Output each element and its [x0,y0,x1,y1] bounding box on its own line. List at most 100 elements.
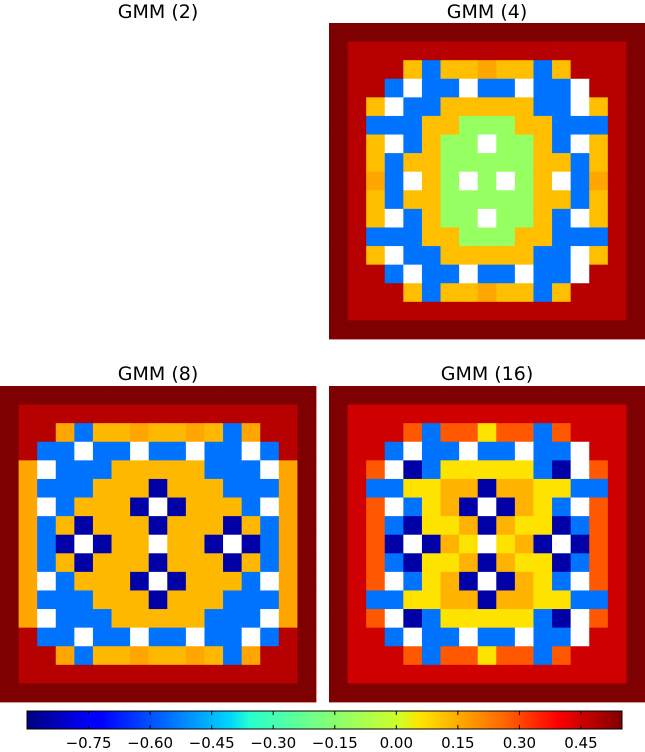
heatmap-cell [223,208,243,228]
heatmap-cell [570,497,590,517]
heatmap-cell [347,627,367,647]
heatmap-cell [223,441,243,461]
heatmap-cell [496,190,516,210]
heatmap-cell [496,23,516,42]
heatmap-cell [514,683,534,703]
heatmap-cell [111,78,131,98]
heatmap-cell [260,478,280,498]
heatmap-cell [223,646,243,666]
heatmap-cell [421,208,441,228]
heatmap-cell [421,190,441,210]
heatmap-cell [55,264,75,284]
heatmap-cell [55,478,75,498]
heatmap-cell [403,460,423,480]
heatmap-cell [185,646,205,666]
heatmap-cell [459,571,479,591]
heatmap-cell [278,478,298,498]
heatmap-cell [167,553,187,573]
heatmap-cell [74,516,94,536]
colorbar-tick-label: 0.15 [441,734,474,752]
heatmap-cell [185,301,205,321]
heatmap-cell [589,478,609,498]
heatmap-cell [626,683,645,703]
heatmap-cell [167,627,187,647]
heatmap-cell [366,301,386,321]
heatmap-cell [74,683,94,703]
heatmap-cell [440,571,460,591]
heatmap-cell [297,320,317,340]
heatmap-cell [626,134,645,154]
heatmap-cell [366,190,386,210]
heatmap-cell [514,553,534,573]
heatmap-cell [223,60,243,80]
heatmap-cell [130,60,150,80]
heatmap-cell [403,190,423,210]
heatmap-cell [0,609,19,629]
heatmap-cell [260,683,280,703]
heatmap-cell [18,534,38,554]
heatmap-cell [421,683,441,703]
heatmap-cell [496,320,516,340]
heatmap-cell [260,534,280,554]
heatmap-cell [18,78,38,98]
heatmap-cell [570,23,590,42]
heatmap-cell [329,534,348,554]
heatmap-cell [384,609,404,629]
heatmap-cell [92,423,112,443]
heatmap-cell [130,283,150,303]
heatmap-cell [384,153,404,173]
heatmap-cell [204,153,224,173]
heatmap-cell [477,683,497,703]
heatmap-cell [167,441,187,461]
heatmap-cell [440,115,460,135]
heatmap-cell [496,664,516,684]
heatmap-cell [589,460,609,480]
heatmap-cell [421,171,441,191]
heatmap-cell [297,190,317,210]
heatmap-cell [241,460,261,480]
heatmap-cell [459,441,479,461]
heatmap-cell [514,78,534,98]
heatmap-cell [278,664,298,684]
heatmap-cell [111,171,131,191]
heatmap-cell [74,404,94,424]
panel-gmm-16: GMM (16) [329,363,645,703]
heatmap-cell [440,386,460,405]
heatmap-cell [384,78,404,98]
heatmap-cell [421,97,441,117]
heatmap-cell [223,404,243,424]
heatmap-cell [403,627,423,647]
heatmap-cell [278,60,298,80]
heatmap-cell [552,320,572,340]
heatmap-cell [477,478,497,498]
heatmap-cell [589,283,609,303]
heatmap-cell [570,171,590,191]
heatmap-cell [459,423,479,443]
heatmap-cell [459,627,479,647]
heatmap-cell [37,404,57,424]
heatmap-cell [589,60,609,80]
heatmap-cell [403,227,423,247]
heatmap-cell [440,97,460,117]
heatmap-cell [589,78,609,98]
heatmap-cell [167,97,187,117]
heatmap-cell [37,115,57,135]
heatmap-cell [440,441,460,461]
heatmap-cell [477,134,497,154]
heatmap-cell [366,153,386,173]
heatmap-cell [0,320,19,340]
heatmap-cell [92,497,112,517]
heatmap-cell [626,590,645,610]
heatmap-cell [477,153,497,173]
heatmap-cell [589,246,609,266]
heatmap-cell [496,590,516,610]
heatmap-cell [74,78,94,98]
heatmap-cell [74,134,94,154]
heatmap-cell [477,97,497,117]
heatmap-cell [496,227,516,247]
heatmap-cell [278,609,298,629]
heatmap-cell [18,171,38,191]
heatmap-cell [18,134,38,154]
heatmap-cell [37,227,57,247]
heatmap-cell [278,460,298,480]
